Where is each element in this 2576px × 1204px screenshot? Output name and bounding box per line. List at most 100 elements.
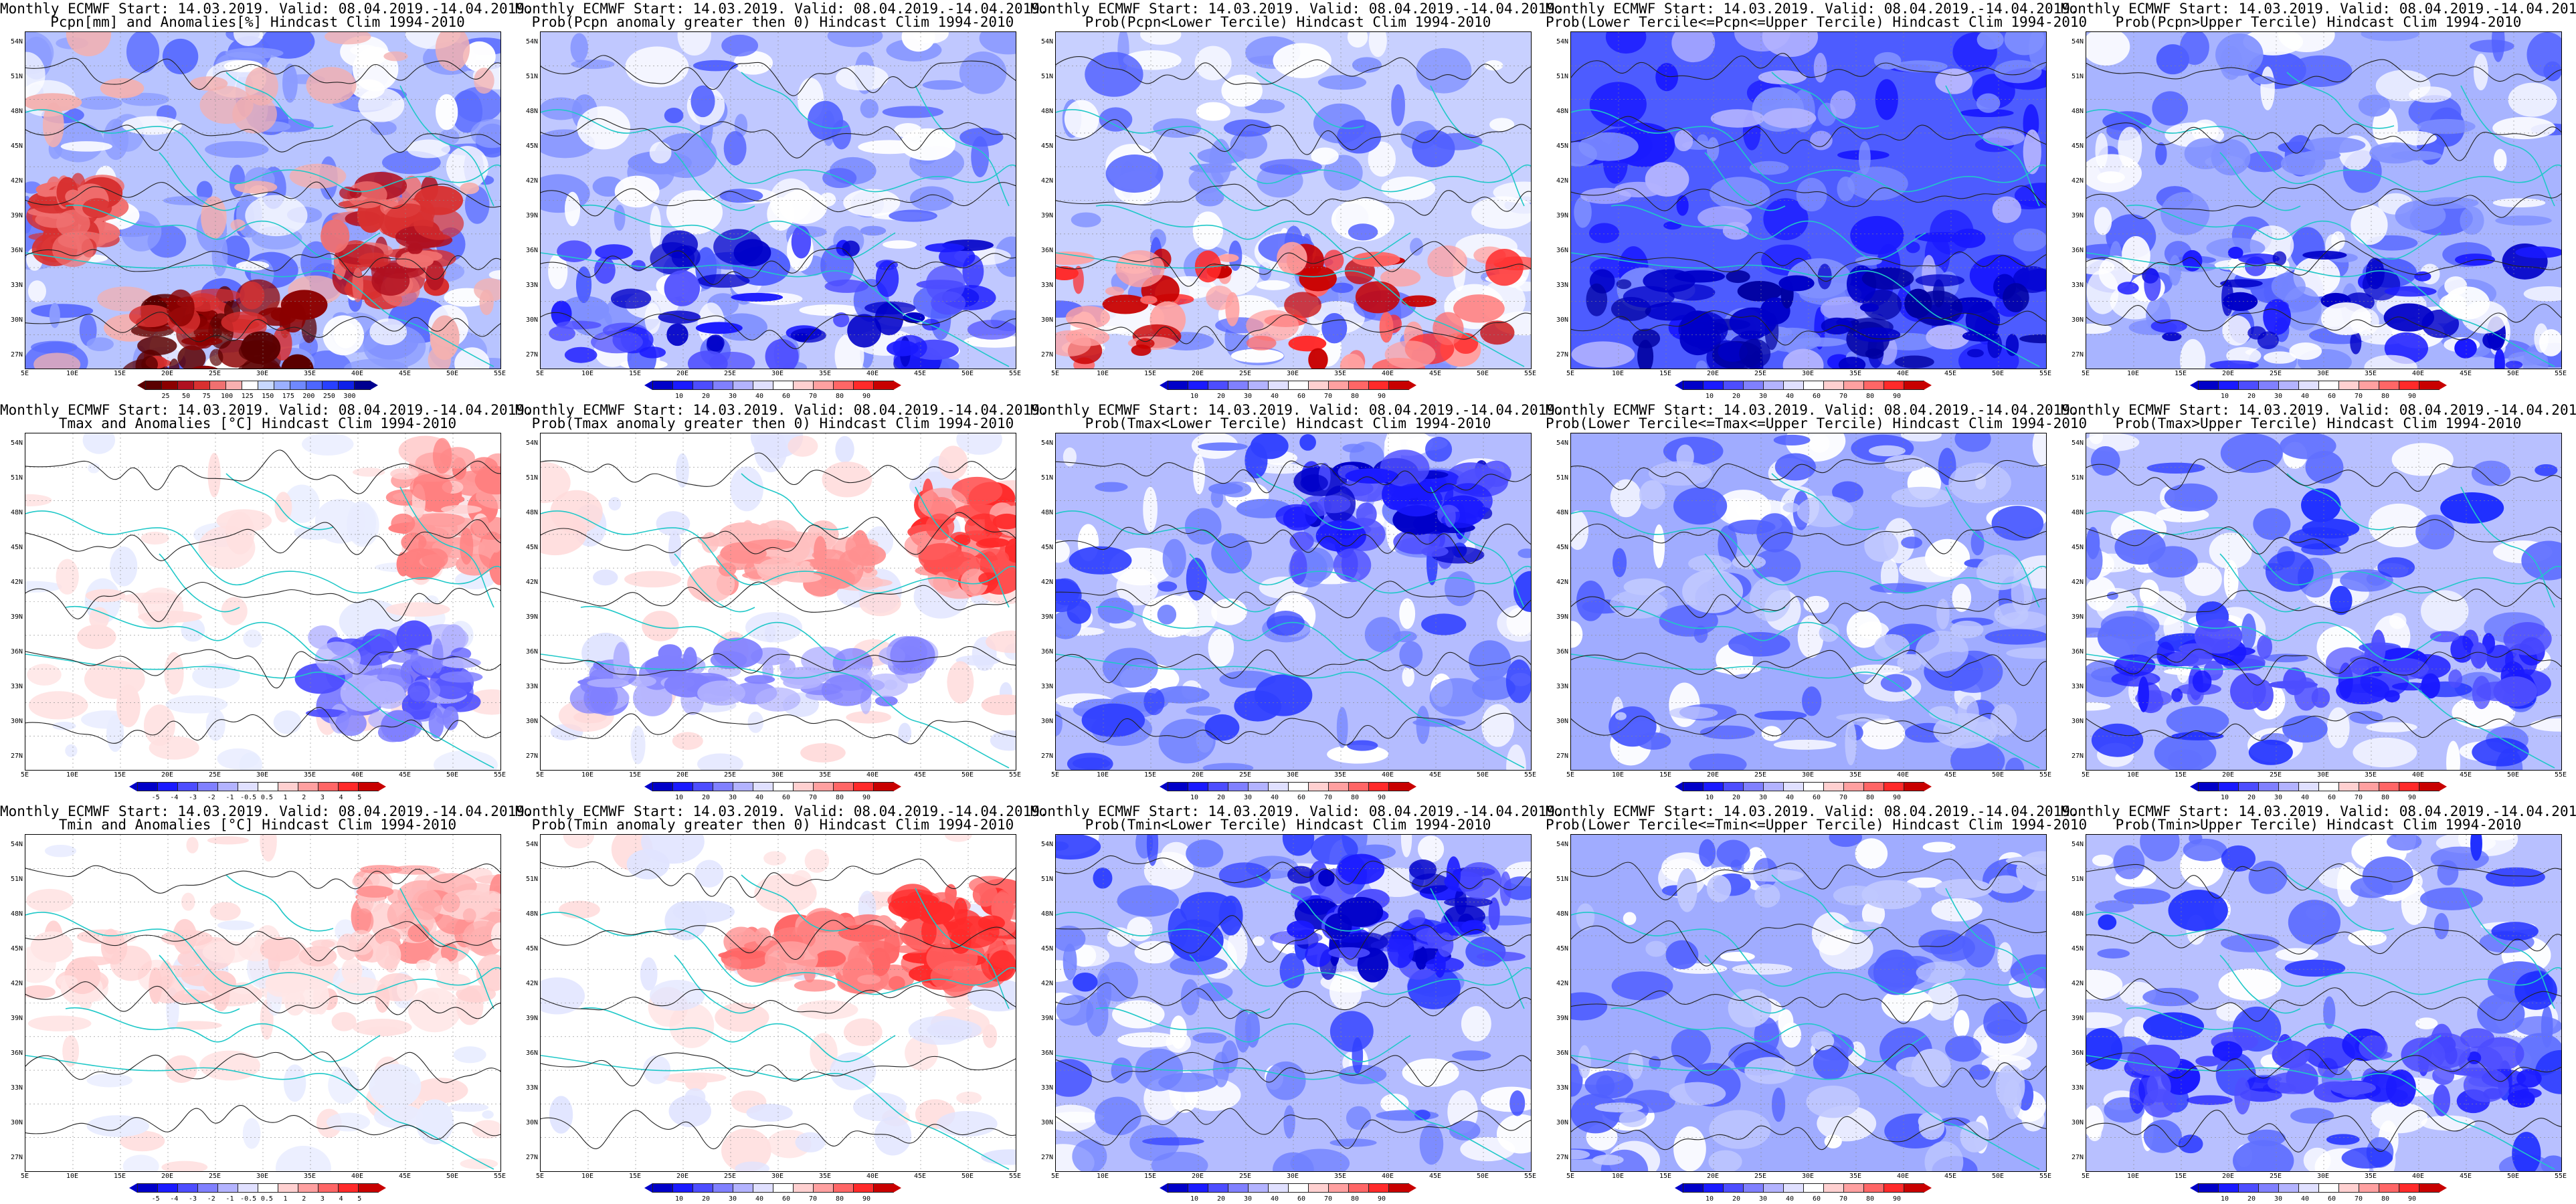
lat-label: 48N <box>525 108 538 115</box>
lon-label: 35E <box>303 1173 316 1180</box>
colorbar-tick-label: 75 <box>202 393 211 400</box>
colorbar-cell <box>338 1183 359 1193</box>
lon-label: 40E <box>1896 1173 1910 1180</box>
lat-label: 48N <box>2071 509 2084 516</box>
map-panel: Monthly ECMWF Start: 14.03.2019. Valid: … <box>2061 803 2576 1204</box>
lat-label: 27N <box>1040 351 1053 359</box>
lat-label: 39N <box>10 1015 23 1022</box>
lat-label: 27N <box>10 351 23 359</box>
lat-label: 36N <box>1040 648 1053 656</box>
lon-label: 15E <box>1659 370 1672 377</box>
colorbar-arrow-right <box>378 1183 386 1193</box>
colorbar-cell <box>1843 1183 1864 1193</box>
lon-label: 35E <box>2364 370 2377 377</box>
panel-title-line1: Monthly ECMWF Start: 14.03.2019. Valid: … <box>2061 402 2576 418</box>
lon-label: 30E <box>256 370 269 377</box>
panel-title-line1: Monthly ECMWF Start: 14.03.2019. Valid: … <box>2061 803 2576 819</box>
colorbar-tick-label: 0.5 <box>260 794 273 801</box>
colorbar-cell <box>652 782 673 791</box>
lon-label: 50E <box>1476 370 1489 377</box>
lon-label: 40E <box>1896 771 1910 779</box>
colorbar-tick-label: -4 <box>170 794 179 801</box>
colorbar-cell <box>753 1183 773 1193</box>
colorbar-arrow-left <box>129 1183 137 1193</box>
lon-label: 25E <box>723 1173 737 1180</box>
lat-label: 51N <box>1556 876 1568 883</box>
colorbar-cell <box>2238 782 2259 791</box>
colorbar-tick-label: 30 <box>1758 794 1768 801</box>
panel-title-line2: Prob(Pcpn>Upper Tercile) Hindcast Clim 1… <box>2115 14 2522 30</box>
lat-label: 54N <box>1040 38 1053 45</box>
colorbar-tick-label: 90 <box>862 393 871 400</box>
map-panel: Monthly ECMWF Start: 14.03.2019. Valid: … <box>2061 0 2576 401</box>
colorbar-cell <box>713 381 733 390</box>
colorbar-arrow-right <box>2439 1183 2447 1193</box>
lon-label: 15E <box>1659 771 1672 779</box>
lon-label: 20E <box>1706 370 1720 377</box>
lat-label: 48N <box>2071 108 2084 115</box>
colorbar-tick-label: 80 <box>835 1195 844 1203</box>
colorbar-cell <box>753 381 773 390</box>
colorbar-cell <box>753 782 773 791</box>
colorbar-tick-label: 60 <box>781 794 791 801</box>
lat-label: 54N <box>1040 841 1053 848</box>
colorbar <box>1675 782 1932 793</box>
colorbar-cell <box>733 782 753 791</box>
lat-label: 27N <box>2071 351 2084 359</box>
lon-label: 40E <box>351 1173 364 1180</box>
colorbar-cell <box>1783 782 1804 791</box>
lon-label: 40E <box>2411 771 2425 779</box>
lon-label: 5E <box>535 771 545 779</box>
colorbar-tick-label: 70 <box>2354 794 2363 801</box>
colorbar-tick-label: 40 <box>755 1195 764 1203</box>
colorbar-tick-label: -1 <box>225 794 234 801</box>
lon-label: 50E <box>446 1173 459 1180</box>
lon-label: 35E <box>1333 771 1347 779</box>
lat-label: 36N <box>525 247 538 254</box>
colorbar-cell <box>1308 782 1329 791</box>
lon-label: 20E <box>2221 1173 2235 1180</box>
lat-label: 51N <box>525 73 538 80</box>
colorbar-arrow-left <box>2190 782 2198 791</box>
lat-label: 33N <box>1556 1084 1568 1092</box>
colorbar-tick-label: 1 <box>283 794 288 801</box>
colorbar-tick-label: 60 <box>1812 794 1821 801</box>
lon-label: 30E <box>256 771 269 779</box>
colorbar-tick-label: 30 <box>728 393 737 400</box>
map-area <box>540 31 1016 369</box>
lon-label: 5E <box>20 1173 29 1180</box>
colorbar-cell <box>2379 782 2399 791</box>
lon-label: 30E <box>1286 1173 1299 1180</box>
lon-label: 20E <box>161 370 174 377</box>
colorbar-tick-label: 70 <box>808 794 818 801</box>
lon-label: 55E <box>2554 370 2567 377</box>
lat-label: 42N <box>1556 177 1568 185</box>
map-field-svg <box>25 835 500 1171</box>
colorbar-tick-label: 70 <box>808 1195 818 1203</box>
lat-label: 48N <box>2071 910 2084 918</box>
lat-label: 51N <box>1556 474 1568 482</box>
lon-label: 30E <box>2316 771 2330 779</box>
lat-label: 48N <box>1556 108 1568 115</box>
colorbar-tick-label: 80 <box>2381 1195 2390 1203</box>
lat-label: 39N <box>1040 1015 1053 1022</box>
colorbar <box>1675 381 1932 391</box>
lon-label: 10E <box>1611 771 1625 779</box>
colorbar-tick-label: 3 <box>320 1195 325 1203</box>
lat-label: 36N <box>10 1049 23 1057</box>
panel-title-line1: Monthly ECMWF Start: 14.03.2019. Valid: … <box>515 803 1048 819</box>
lat-label: 33N <box>1556 683 1568 690</box>
colorbar-cell <box>2318 1183 2339 1193</box>
colorbar-tick-label: 90 <box>1377 794 1386 801</box>
colorbar-tick-label: 90 <box>1892 1195 1902 1203</box>
colorbar-cell <box>793 381 814 390</box>
colorbar-tick-label: 90 <box>2407 794 2417 801</box>
colorbar-cell <box>338 381 355 390</box>
lat-label: 36N <box>1040 1049 1053 1057</box>
panel-title-line1: Monthly ECMWF Start: 14.03.2019. Valid: … <box>1546 803 2079 819</box>
lat-label: 36N <box>525 1049 538 1057</box>
lon-label: 10E <box>1096 370 1109 377</box>
colorbar-cell <box>853 381 874 390</box>
colorbar-tick-label: 200 <box>302 393 315 400</box>
lon-label: 5E <box>1566 1173 1575 1180</box>
